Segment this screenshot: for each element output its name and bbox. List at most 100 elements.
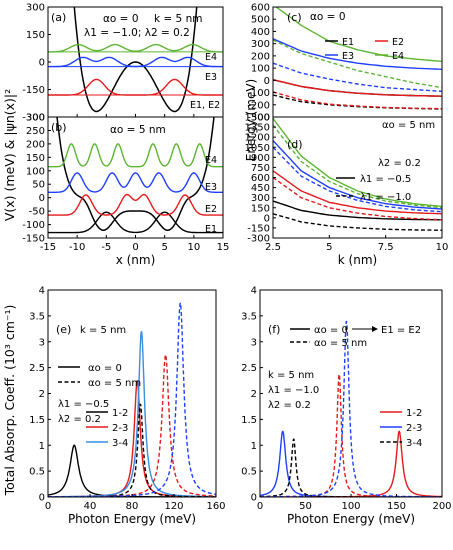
y-tick-label: 4 (39, 286, 45, 297)
plot-area (273, 7, 442, 110)
ylabel-ef: Total Absorp. Coeff. (10³ cm⁻¹) (2, 305, 17, 497)
y-tick-label: -300 (247, 113, 270, 124)
x-tick-label: 80 (126, 501, 139, 512)
y-tick-label: 0 (39, 193, 45, 204)
y-tick-label: 3 (251, 337, 257, 348)
y-tick-label: 150 (26, 153, 45, 164)
series-line-3 (275, 7, 442, 63)
y-tick-label: 0 (39, 58, 45, 69)
x-axis-label: Photon Energy (meV) (68, 512, 196, 526)
y-tick-label: 300 (251, 39, 270, 50)
legend-entry: 1-2 (406, 408, 422, 419)
x-tick-label: 200 (432, 501, 451, 512)
plot-area (48, 117, 223, 234)
legend-entry: λ1 = −0.5 (360, 174, 411, 185)
potential-curve (73, 7, 198, 113)
x-tick-label: -10 (69, 242, 85, 253)
y-tick-label: 300 (26, 113, 45, 124)
panel-label: (e) (56, 323, 71, 336)
series-line-2 (273, 140, 442, 210)
x-tick-label: 10 (187, 242, 200, 253)
x-tick-label: 5 (326, 242, 332, 253)
series-line-3 (273, 117, 442, 208)
y-tick-label: 600 (251, 173, 270, 184)
legend-entry: E4 (392, 51, 404, 62)
ylabel-ab: V(x) (meV) & |ψn(x)|² (2, 89, 17, 221)
y-tick-label: 450 (251, 183, 270, 194)
x-axis-label: x (nm) (116, 253, 156, 267)
panel-label: (c) (287, 11, 302, 24)
legend-entry: E1 (342, 37, 354, 48)
panel-label: (f) (268, 323, 280, 336)
x-tick-label: 40 (84, 501, 97, 512)
annotation-alpha: αo = 5 nm (382, 120, 435, 131)
legend-entry: 3-4 (112, 438, 128, 449)
y-tick-label: 1050 (245, 143, 270, 154)
annotation-k: k = 5 nm (268, 370, 314, 381)
y-tick-label: 0 (264, 76, 270, 87)
y-tick-label: 300 (251, 193, 270, 204)
legend-entry: E2 (392, 37, 404, 48)
state-label-e2: E2 (205, 204, 217, 215)
state-label-e1e2: E1, E2 (190, 100, 220, 111)
y-tick-label: 200 (251, 51, 270, 62)
x-tick-label: -15 (40, 242, 56, 253)
annotation-lambda: λ1 = −1.0; λ2 = 0.2 (84, 27, 190, 39)
series-line-7 (273, 124, 442, 209)
y-tick-label: 100 (26, 166, 45, 177)
y-tick-label: 150 (26, 30, 45, 41)
legend-entry: αo = 5 nm (88, 378, 141, 389)
x-tick-label: 120 (164, 501, 183, 512)
legend-entry: 3-4 (406, 438, 422, 449)
potential-curve (56, 117, 215, 231)
series-line-0 (273, 200, 442, 221)
state-label-e4: E4 (205, 155, 217, 166)
series-line-2 (273, 38, 442, 70)
x-tick-label: 0 (257, 501, 263, 512)
annotation-lambda1: λ1 = −0.5 (58, 399, 109, 410)
x-tick-label: 2.5 (265, 242, 281, 253)
panel-a: -300 -150 0 150 300 (a) αo = 0 k = 5 nm λ1 = −1.… (22, 3, 224, 124)
legend-entry: αo = 0 (314, 325, 348, 336)
y-tick-label: 0.5 (29, 467, 45, 478)
y-tick-label: 400 (251, 27, 270, 38)
panel-d: -300-15001503004506007509001050120013501… (245, 113, 449, 268)
x-tick-label: 7.5 (378, 242, 394, 253)
legend-entry: λ1 = −1.0 (360, 192, 411, 203)
y-tick-label: 2 (39, 389, 45, 400)
x-tick-label: 0 (132, 242, 138, 253)
y-tick-label: 2.5 (241, 363, 257, 374)
y-tick-label: 1 (251, 441, 257, 452)
y-tick-label: 1.5 (241, 415, 257, 426)
y-tick-label: 4 (251, 286, 257, 297)
series-line-4 (273, 94, 442, 110)
y-tick-label: 200 (26, 139, 45, 150)
panel-f: 0 0.5 1 1.5 2 2.5 3 3.5 4 0 50 100 150 200 Photon Ener… (241, 286, 451, 527)
y-tick-label: -100 (22, 220, 45, 231)
y-tick-label: 750 (251, 163, 270, 174)
y-tick-label: 50 (32, 180, 45, 191)
wavefunction-2 (48, 172, 223, 193)
y-tick-label: 2 (251, 389, 257, 400)
y-tick-label: 0 (39, 493, 45, 504)
legend-note: E1 = E2 (381, 325, 421, 336)
x-tick-label: 160 (206, 501, 225, 512)
y-tick-label: 0 (251, 493, 257, 504)
plot-frame (47, 289, 217, 498)
y-tick-label: 1200 (245, 133, 270, 144)
y-tick-label: 250 (26, 126, 45, 137)
y-tick-label: -150 (247, 223, 270, 234)
annotation-alpha: αo = 0 (310, 11, 346, 23)
annotation-alpha: αo = 5 nm (110, 124, 166, 136)
legend-entry: 1-2 (112, 408, 128, 419)
annotation-k: k = 5 nm (154, 13, 202, 25)
y-tick-label: -300 (247, 234, 270, 245)
legend-entry: αo = 5 nm (314, 338, 367, 349)
wavefunction-2 (48, 43, 223, 53)
wavefunction-0 (48, 78, 223, 96)
y-tick-label: -50 (29, 207, 45, 218)
x-tick-label: 100 (341, 501, 360, 512)
series-line-1 (273, 79, 442, 97)
